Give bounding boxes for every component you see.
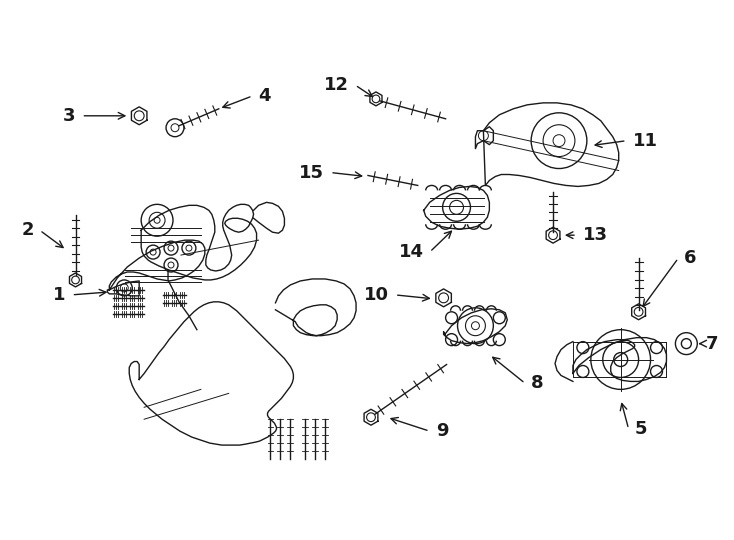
Text: 1: 1 (53, 286, 65, 304)
Text: 13: 13 (583, 226, 608, 244)
Text: 7: 7 (706, 335, 719, 353)
Text: 9: 9 (436, 422, 448, 440)
Text: 4: 4 (258, 87, 271, 105)
Text: 8: 8 (531, 374, 544, 393)
Text: 10: 10 (364, 286, 389, 304)
Text: 12: 12 (324, 76, 349, 94)
Text: 11: 11 (633, 132, 658, 150)
Text: 3: 3 (63, 107, 76, 125)
Text: 15: 15 (299, 164, 324, 181)
Text: 14: 14 (399, 243, 424, 261)
Text: 5: 5 (635, 420, 647, 438)
Text: 2: 2 (21, 221, 34, 239)
Text: 6: 6 (684, 249, 697, 267)
